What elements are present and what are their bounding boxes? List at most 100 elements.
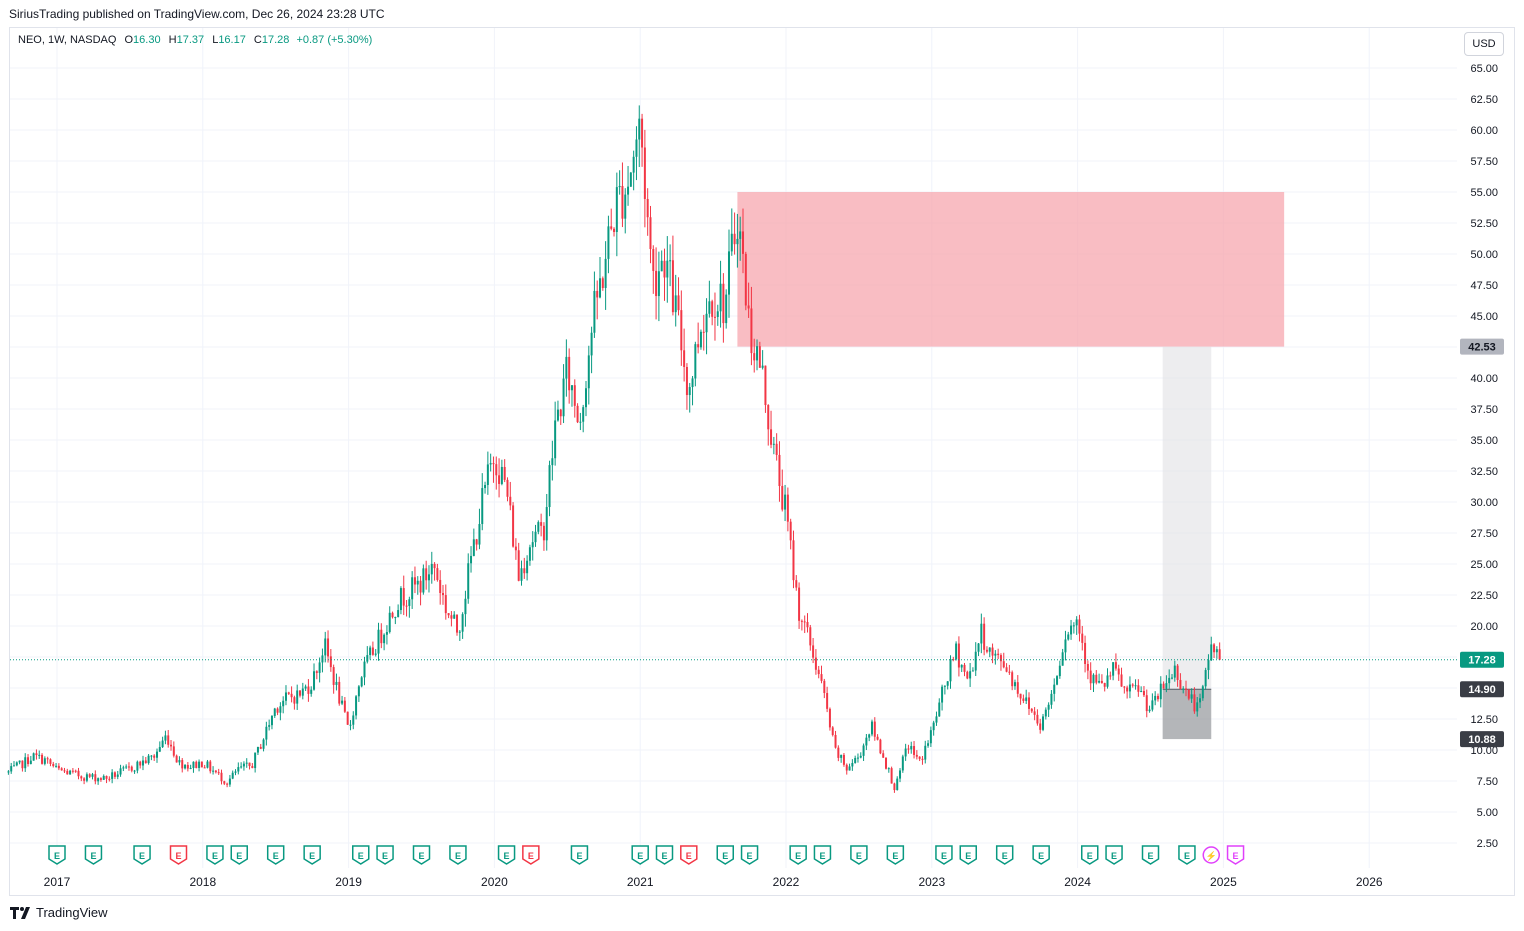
candle-body xyxy=(582,407,585,422)
currency-button[interactable]: USD xyxy=(1464,32,1504,56)
candle-body xyxy=(520,568,523,581)
earnings-marker[interactable]: E xyxy=(1226,845,1245,865)
earnings-badge xyxy=(1141,845,1160,865)
earnings-marker[interactable]: E xyxy=(1178,845,1196,865)
candle-body xyxy=(840,754,843,758)
candle-body xyxy=(887,768,890,770)
earnings-marker[interactable]: E xyxy=(522,845,540,865)
earnings-marker-label: E xyxy=(1002,851,1008,861)
candle-body xyxy=(699,331,702,348)
candle-body xyxy=(113,772,116,777)
candle-body xyxy=(837,747,840,758)
earnings-marker[interactable]: E xyxy=(376,845,394,865)
candle-body xyxy=(713,316,716,318)
candle-body xyxy=(447,613,450,616)
earnings-marker[interactable]: E xyxy=(133,845,151,865)
earnings-marker[interactable]: E xyxy=(813,845,832,865)
candle-body xyxy=(273,708,276,716)
earnings-marker[interactable]: E xyxy=(303,845,321,865)
earnings-marker[interactable]: ⚡ xyxy=(1202,846,1220,864)
candle-body xyxy=(343,700,346,712)
earnings-badge xyxy=(84,845,103,865)
earnings-marker[interactable]: E xyxy=(680,845,698,865)
earnings-marker[interactable]: E xyxy=(570,845,589,865)
candle-body xyxy=(842,754,845,765)
y-tick-label: 5.00 xyxy=(1477,807,1498,819)
earnings-marker[interactable]: E xyxy=(449,845,467,865)
candle-body xyxy=(1053,684,1056,694)
earnings-marker[interactable]: E xyxy=(1141,845,1160,865)
earnings-marker[interactable]: E xyxy=(631,845,649,865)
earnings-marker[interactable]: E xyxy=(886,845,905,865)
earnings-marker-label: E xyxy=(795,851,801,861)
earnings-marker[interactable]: E xyxy=(497,845,516,865)
candle-body xyxy=(624,194,627,219)
x-tick-label: 2023 xyxy=(918,875,945,889)
earnings-marker[interactable]: E xyxy=(1032,845,1050,865)
candle-body xyxy=(512,505,515,547)
candle-body xyxy=(192,761,195,768)
earnings-marker[interactable]: E xyxy=(935,845,953,865)
candle-body xyxy=(856,757,859,759)
candle-body xyxy=(526,560,529,574)
earnings-marker[interactable]: E xyxy=(169,845,188,865)
candle-body xyxy=(1030,708,1033,712)
candle-body xyxy=(461,614,464,632)
candle-body xyxy=(941,686,944,703)
earnings-marker[interactable]: E xyxy=(1105,845,1123,865)
candle-body xyxy=(1179,679,1182,690)
candle-body xyxy=(1151,700,1154,710)
candle-body xyxy=(554,420,557,459)
earnings-marker[interactable]: E xyxy=(1081,845,1099,865)
earnings-marker-label: E xyxy=(54,851,60,861)
candle-body xyxy=(234,771,237,773)
candle-body xyxy=(831,727,834,735)
candle-body xyxy=(338,681,341,704)
earnings-marker[interactable]: E xyxy=(740,845,759,865)
y-tick-label: 40.00 xyxy=(1470,373,1498,385)
candle-body xyxy=(57,765,60,769)
candle-body xyxy=(99,778,102,780)
earnings-marker[interactable]: E xyxy=(655,845,674,865)
candle-body xyxy=(1028,697,1030,709)
earnings-marker[interactable]: E xyxy=(789,845,807,865)
candle-body xyxy=(388,612,391,633)
earnings-marker-label: E xyxy=(1087,851,1093,861)
candle-body xyxy=(778,454,781,486)
earnings-marker[interactable]: E xyxy=(48,845,66,865)
earnings-marker-label: E xyxy=(819,851,825,861)
candle-body xyxy=(540,522,543,526)
symbol-label[interactable]: NEO, 1W, NASDAQ xyxy=(18,34,117,46)
earnings-marker[interactable]: E xyxy=(266,845,285,865)
earnings-marker[interactable]: E xyxy=(850,845,868,865)
candle-body xyxy=(470,555,473,564)
candle-body xyxy=(1086,663,1089,671)
candle-body xyxy=(310,689,313,694)
earnings-marker[interactable]: E xyxy=(412,845,431,865)
earnings-marker-label: E xyxy=(212,851,218,861)
candle-body xyxy=(657,271,660,297)
candle-body xyxy=(570,385,573,391)
y-tick-label: 10.00 xyxy=(1470,745,1498,757)
earnings-marker[interactable]: E xyxy=(352,845,370,865)
earnings-marker[interactable]: E xyxy=(206,845,224,865)
candle-body xyxy=(873,721,876,737)
earnings-marker[interactable]: E xyxy=(716,845,734,865)
candle-body xyxy=(683,350,686,367)
long-position-target-area[interactable] xyxy=(1162,346,1212,690)
earnings-marker[interactable]: E xyxy=(959,845,977,865)
earnings-marker-label: E xyxy=(686,851,692,861)
y-tick-label: 2.50 xyxy=(1477,838,1498,850)
earnings-marker[interactable]: E xyxy=(995,845,1014,865)
resistance-zone-rect[interactable] xyxy=(737,192,1285,347)
candle-body xyxy=(868,734,871,738)
candle-body xyxy=(537,522,540,532)
earnings-marker[interactable]: E xyxy=(230,845,248,865)
tradingview-logo[interactable]: TradingView xyxy=(10,905,108,920)
candle-body xyxy=(949,659,952,682)
earnings-marker[interactable]: E xyxy=(84,845,103,865)
candle-body xyxy=(293,697,296,704)
long-position-stop-area[interactable] xyxy=(1162,689,1212,740)
candle-body xyxy=(803,621,806,623)
